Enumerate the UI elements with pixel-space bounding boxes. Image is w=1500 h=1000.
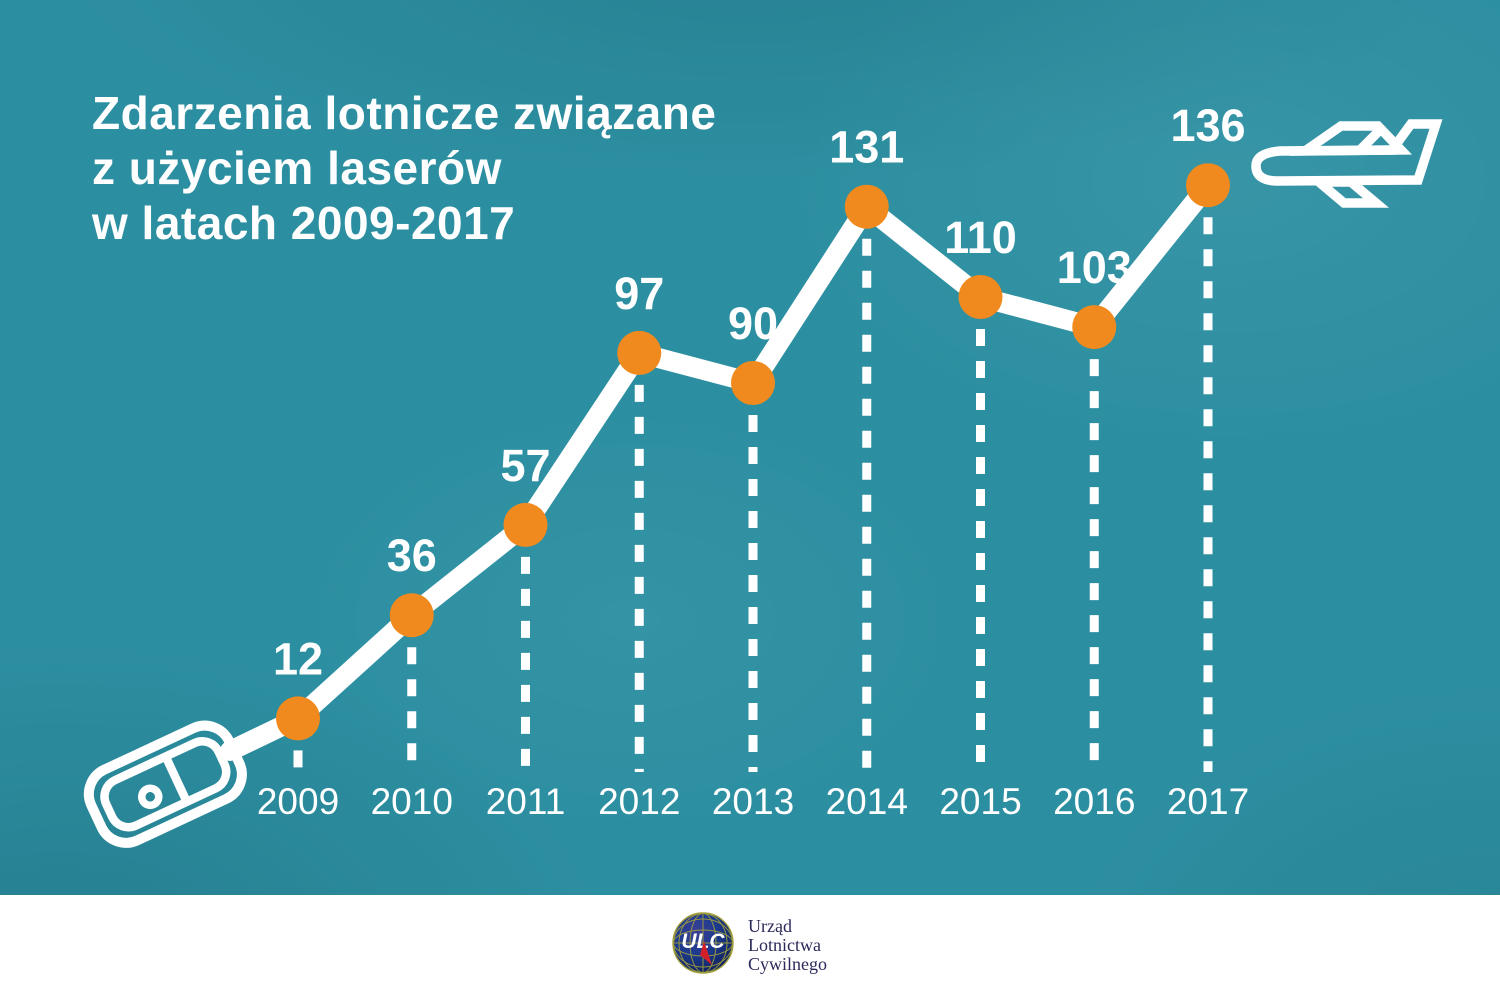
org-line-2: Lotnictwa: [748, 935, 821, 955]
line-chart: 12 36 57 97 90 131 110 103 136 2009 2010 2011 2012 20…: [83, 100, 1443, 848]
value-label-2017: 136: [1170, 100, 1245, 151]
laser-pointer-icon: [83, 720, 247, 848]
svg-text:ULC: ULC: [681, 930, 725, 953]
year-label-2009: 2009: [257, 781, 339, 822]
value-label-2015: 110: [944, 212, 1017, 263]
data-point-2016: [1072, 305, 1117, 350]
year-label-2010: 2010: [371, 781, 453, 822]
value-label-2009: 12: [273, 633, 323, 684]
year-label-2015: 2015: [939, 781, 1021, 822]
value-label-2016: 103: [1057, 242, 1132, 293]
value-label-2011: 57: [500, 440, 550, 491]
data-point-2011: [503, 502, 548, 547]
logo-red-blade: [700, 941, 712, 965]
year-label-2014: 2014: [826, 781, 908, 822]
airplane-icon: [1251, 119, 1443, 208]
ulc-monogram: ULC: [681, 930, 725, 965]
data-point-2012: [617, 330, 662, 375]
data-point-2015: [958, 275, 1003, 319]
value-label-2013: 90: [728, 298, 778, 349]
data-point-2010: [389, 593, 434, 638]
year-label-2012: 2012: [598, 781, 680, 822]
org-line-3: Cywilnego: [748, 954, 827, 974]
title-line-1: Zdarzenia lotnicze związane: [92, 87, 717, 139]
title-line-2: z użyciem laserów: [92, 142, 502, 194]
chart-title: Zdarzenia lotnicze związane z użyciem la…: [92, 86, 716, 251]
footer-brand: ULC Urząd Lotnictwa Cywilnego: [671, 911, 827, 975]
year-label-2016: 2016: [1053, 781, 1135, 822]
footer-org-name: Urząd Lotnictwa Cywilnego: [748, 911, 827, 974]
value-label-2010: 36: [387, 530, 437, 581]
data-point-2013: [731, 361, 775, 405]
org-line-1: Urząd: [748, 916, 792, 936]
year-label-2013: 2013: [712, 781, 794, 822]
title-line-3: w latach 2009-2017: [92, 197, 516, 249]
trend-line: [220, 175, 1218, 761]
ulc-globe-logo-icon: ULC: [672, 912, 734, 974]
year-label-2017: 2017: [1167, 781, 1249, 822]
value-label-2014: 131: [829, 122, 904, 173]
data-point-2009: [276, 696, 320, 741]
year-label-2011: 2011: [486, 781, 566, 822]
laser-pointer-button: [138, 784, 163, 810]
value-label-2012: 97: [614, 268, 664, 319]
footer-bar: ULC Urząd Lotnictwa Cywilnego: [0, 895, 1500, 1000]
data-point-2014: [844, 184, 889, 229]
data-point-2017: [1186, 163, 1230, 208]
